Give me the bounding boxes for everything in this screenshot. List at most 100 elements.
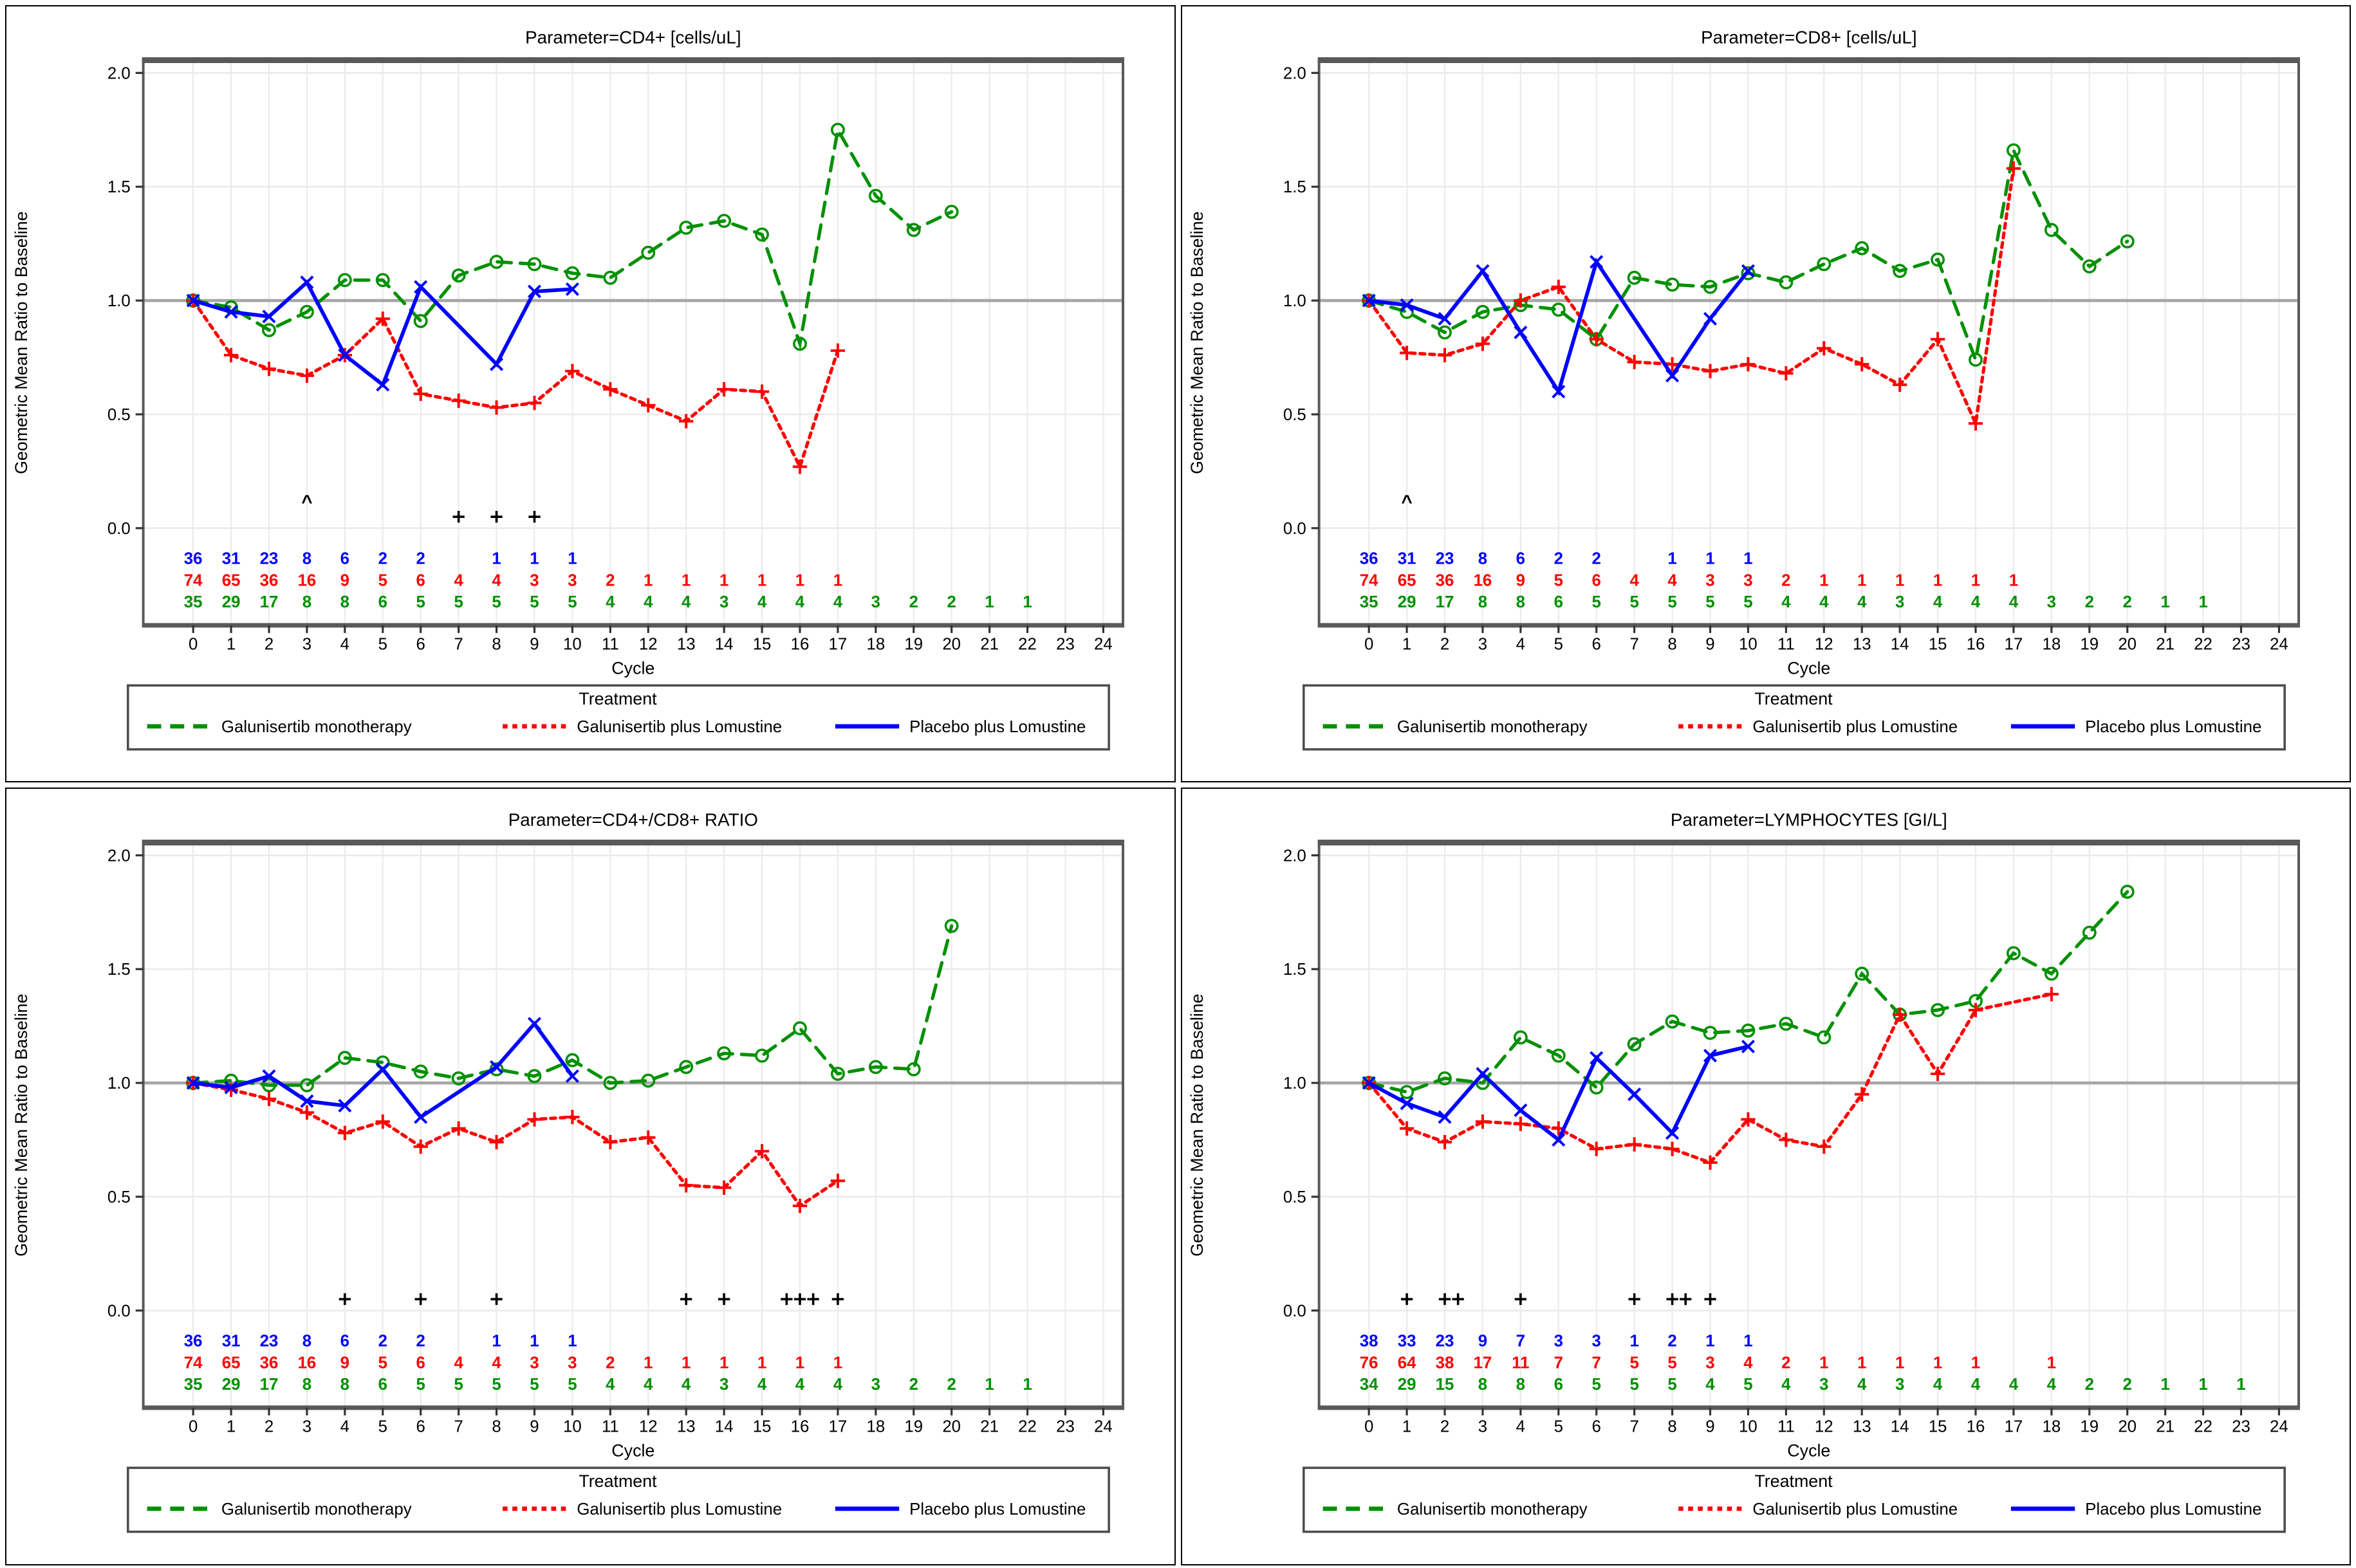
annotation-markers: ^	[301, 492, 541, 523]
data-point-circle-marker	[1930, 1003, 1945, 1018]
data-point-circle-marker	[1437, 325, 1452, 340]
at-risk-table: 38 33 23 9 7 3 3 1 2 1 176 64 38 17 11 7 7 5 5 3 4 2 1 1 1 1 1 134 2…	[1359, 1333, 2245, 1394]
data-point-circle-marker	[1475, 304, 1490, 319]
data-point-circle-marker	[755, 1049, 769, 1063]
data-point-x-marker	[1437, 1110, 1452, 1125]
data-point-x-marker	[300, 1094, 314, 1109]
data-point-circle-marker	[868, 1060, 883, 1075]
x-axis-tick-label: 9	[530, 636, 539, 654]
series-markers-placebo-plus-lomustine	[186, 1017, 579, 1125]
plus-annotation	[1665, 1293, 1678, 1305]
data-point-circle-marker	[451, 1071, 466, 1086]
at-risk-count: 5	[454, 1376, 463, 1394]
x-axis-tick-label: 7	[454, 1418, 463, 1436]
plot-frame	[142, 59, 1124, 627]
at-risk-count: 2	[378, 1333, 387, 1351]
data-point-plus-marker	[1589, 1141, 1604, 1157]
at-risk-count: 8	[302, 550, 311, 568]
at-risk-count: 1	[568, 1333, 577, 1351]
at-risk-count: 1	[833, 571, 842, 589]
x-axis-tick-label: 21	[2156, 636, 2175, 654]
x-axis-tick-label: 4	[340, 1418, 349, 1436]
data-point-x-marker	[1475, 264, 1489, 278]
at-risk-count: 2	[1554, 550, 1563, 568]
data-point-circle-marker	[603, 1076, 618, 1091]
at-risk-count: 1	[492, 1333, 501, 1351]
x-axis-tick-label: 8	[492, 636, 501, 654]
legend-entry-label: Placebo plus Lomustine	[909, 718, 1086, 736]
at-risk-count: 29	[1397, 593, 1416, 611]
data-point-x-marker	[300, 275, 314, 290]
data-point-circle-marker	[1627, 270, 1642, 285]
plus-annotation	[831, 1293, 844, 1305]
at-risk-row-blue: 38 33 23 9 7 3 3 1 2 1 1	[1359, 1333, 1752, 1351]
data-point-circle-marker	[1854, 966, 1869, 981]
data-point-x-marker	[1362, 1076, 1376, 1091]
gridlines	[1319, 60, 2299, 625]
at-risk-count: 8	[1478, 550, 1487, 568]
at-risk-count: 1	[1023, 1376, 1032, 1394]
at-risk-count: 4	[492, 1354, 501, 1372]
y-axis-tick-label: 0.0	[107, 1302, 131, 1320]
at-risk-count: 23	[260, 1333, 279, 1351]
at-risk-count: 1	[2198, 593, 2207, 611]
at-risk-count: 5	[1743, 593, 1752, 611]
x-axis-tick-label: 21	[2156, 1418, 2175, 1436]
x-axis-tick-label: 0	[1364, 1418, 1373, 1436]
x-axis-tick-label: 4	[1516, 1418, 1525, 1436]
at-risk-count: 6	[1554, 1376, 1563, 1394]
data-point-plus-marker	[1664, 357, 1680, 372]
x-axis-tick-label: 14	[715, 636, 734, 654]
at-risk-count: 1	[530, 550, 539, 568]
y-axis-tick-label: 1.0	[107, 292, 131, 310]
y-axis-title: Geometric Mean Ratio to Baseline	[12, 212, 31, 474]
x-axis-tick-label: 1	[227, 1418, 236, 1436]
y-axis: 0.0 0.5 1.0 1.5 2.0	[1283, 847, 1319, 1320]
at-risk-count: 6	[416, 1354, 425, 1372]
at-risk-count: 1	[757, 571, 766, 589]
data-point-plus-marker	[527, 1112, 542, 1127]
at-risk-count: 5	[530, 593, 539, 611]
at-risk-count: 5	[1591, 1376, 1600, 1394]
x-axis-tick-label: 2	[1440, 1418, 1449, 1436]
at-risk-count: 8	[1516, 1376, 1525, 1394]
at-risk-count: 2	[606, 1354, 615, 1372]
at-risk-count: 3	[1591, 1333, 1600, 1351]
at-risk-count: 6	[1591, 571, 1600, 589]
x-axis-tick-label: 17	[2004, 636, 2023, 654]
data-point-circle-marker	[300, 304, 314, 319]
data-point-plus-marker	[1664, 1141, 1680, 1157]
data-point-circle-marker	[1892, 264, 1907, 279]
data-point-circle-marker	[337, 273, 352, 288]
at-risk-count: 1	[1895, 1354, 1904, 1372]
data-point-x-marker	[1703, 311, 1717, 326]
at-risk-count: 5	[1554, 571, 1563, 589]
at-risk-count: 5	[1629, 1376, 1638, 1394]
at-risk-count: 23	[260, 550, 279, 568]
x-axis-tick-label: 15	[1928, 1418, 1947, 1436]
series-group	[1361, 885, 2135, 1170]
caret-annotation: ^	[1401, 492, 1412, 513]
at-risk-count: 1	[719, 1354, 728, 1372]
x-axis-tick-label: 22	[1018, 1418, 1037, 1436]
y-axis-tick-label: 2.0	[1283, 847, 1306, 865]
data-point-x-marker	[224, 1080, 238, 1095]
at-risk-count: 4	[644, 593, 653, 611]
at-risk-count: 7	[1516, 1333, 1525, 1351]
data-point-circle-marker	[489, 255, 504, 269]
legend-box	[127, 1466, 1110, 1533]
data-point-circle-marker	[2044, 966, 2059, 981]
plus-annotation	[807, 1293, 819, 1305]
plus-annotation	[680, 1293, 692, 1305]
at-risk-count: 3	[1705, 1354, 1714, 1372]
data-point-circle-marker	[262, 1078, 276, 1093]
data-point-circle-marker	[717, 1046, 732, 1061]
at-risk-count: 4	[682, 1376, 691, 1394]
data-point-plus-marker	[1513, 1117, 1528, 1132]
data-point-circle-marker	[1703, 279, 1717, 294]
data-point-x-marker	[527, 1017, 542, 1031]
at-risk-count: 1	[682, 571, 691, 589]
x-axis-tick-label: 11	[602, 1418, 619, 1436]
annotation-markers	[1400, 1293, 1716, 1305]
data-point-circle-marker	[1551, 1049, 1566, 1063]
